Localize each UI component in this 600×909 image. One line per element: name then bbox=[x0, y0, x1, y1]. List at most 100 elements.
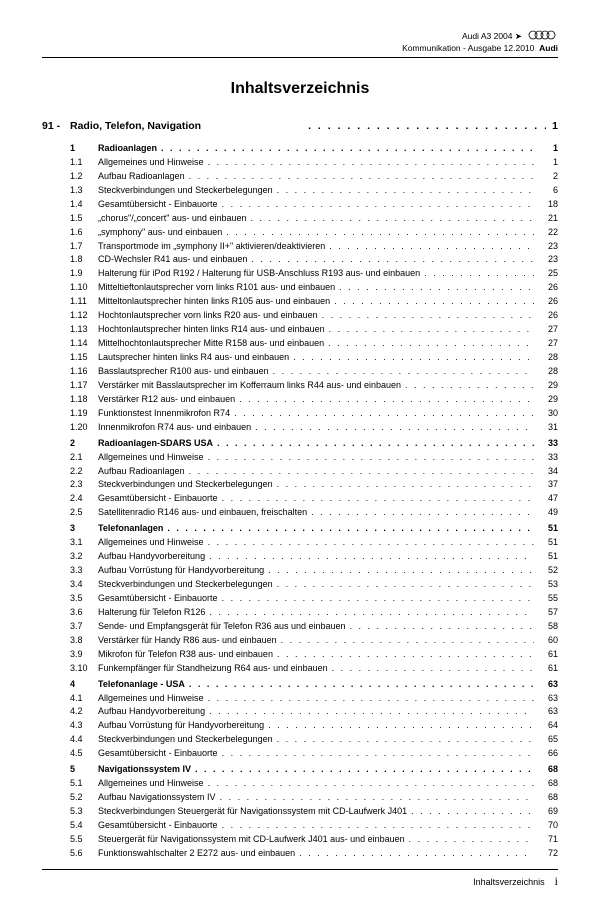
entry-number: 1.7 bbox=[70, 240, 98, 254]
chapter-page: 1 bbox=[552, 120, 558, 132]
entry-text: Aufbau Handyvorbereitung bbox=[98, 550, 205, 564]
page-title: Inhaltsverzeichnis bbox=[42, 80, 558, 98]
toc-entries: 1Radioanlagen11.1Allgemeines und Hinweis… bbox=[42, 142, 558, 861]
entry-text: Transportmode im „symphony II+" aktivier… bbox=[98, 240, 325, 254]
entry-number: 2.5 bbox=[70, 506, 98, 520]
toc-entry: 3.2Aufbau Handyvorbereitung51 bbox=[70, 550, 558, 564]
footer-label: Inhaltsverzeichnis bbox=[473, 877, 545, 887]
entry-text: CD-Wechsler R41 aus- und einbauen bbox=[98, 253, 247, 267]
leader-dots bbox=[308, 120, 546, 132]
leader-dots bbox=[209, 606, 534, 620]
entry-page: 51 bbox=[538, 550, 558, 564]
entry-page: 61 bbox=[538, 662, 558, 676]
leader-dots bbox=[222, 592, 534, 606]
entry-text: Telefonanlage - USA bbox=[98, 678, 185, 692]
toc-entry: 2.3Steckverbindungen und Steckerbelegung… bbox=[70, 478, 558, 492]
entry-text: Steckverbindungen und Steckerbelegungen bbox=[98, 478, 273, 492]
toc-entry: 1.19Funktionstest Innenmikrofon R7430 bbox=[70, 407, 558, 421]
leader-dots bbox=[222, 747, 534, 761]
document-page: Audi A3 2004 ➤ Kommunikation - Ausgabe 1… bbox=[0, 0, 600, 909]
entry-text: Aufbau Vorrüstung für Handyvorbereitung bbox=[98, 564, 264, 578]
leader-dots bbox=[277, 648, 534, 662]
entry-text: Mitteltieftonlautsprecher vorn links R10… bbox=[98, 281, 335, 295]
toc-entry: 1.18Verstärker R12 aus- und einbauen29 bbox=[70, 393, 558, 407]
entry-number: 1.3 bbox=[70, 184, 98, 198]
entry-number: 2.3 bbox=[70, 478, 98, 492]
entry-number: 5.2 bbox=[70, 791, 98, 805]
entry-page: 29 bbox=[538, 379, 558, 393]
leader-dots bbox=[222, 819, 534, 833]
entry-text: Hochtonlautsprecher hinten links R14 aus… bbox=[98, 323, 325, 337]
leader-dots bbox=[411, 805, 534, 819]
toc-entry: 1.7Transportmode im „symphony II+" aktiv… bbox=[70, 240, 558, 254]
entry-number: 1.17 bbox=[70, 379, 98, 393]
entry-page: 52 bbox=[538, 564, 558, 578]
entry-text: Mittelhochtonlautsprecher Mitte R158 aus… bbox=[98, 337, 324, 351]
entry-number: 3.5 bbox=[70, 592, 98, 606]
entry-text: Radioanlagen-SDARS USA bbox=[98, 437, 213, 451]
entry-text: Lautsprecher hinten links R4 aus- und ei… bbox=[98, 351, 289, 365]
entry-page: 27 bbox=[538, 323, 558, 337]
entry-page: 63 bbox=[538, 678, 558, 692]
entry-text: Aufbau Navigationssystem IV bbox=[98, 791, 216, 805]
entry-text: Mitteltonlautsprecher hinten links R105 … bbox=[98, 295, 330, 309]
leader-dots bbox=[329, 323, 534, 337]
toc-section: 5Navigationssystem IV68 bbox=[70, 763, 558, 777]
leader-dots bbox=[234, 407, 534, 421]
toc-entry: 1.5„chorus"/„concert" aus- und einbauen2… bbox=[70, 212, 558, 226]
entry-number: 1.18 bbox=[70, 393, 98, 407]
entry-page: 23 bbox=[538, 240, 558, 254]
leader-dots bbox=[208, 692, 534, 706]
entry-page: 51 bbox=[538, 522, 558, 536]
leader-dots bbox=[405, 379, 534, 393]
entry-number: 5 bbox=[70, 763, 98, 777]
entry-page: 33 bbox=[538, 451, 558, 465]
entry-text: Radioanlagen bbox=[98, 142, 157, 156]
entry-page: 63 bbox=[538, 692, 558, 706]
entry-page: 72 bbox=[538, 847, 558, 861]
chapter-number: 91 - bbox=[42, 120, 70, 132]
entry-number: 5.4 bbox=[70, 819, 98, 833]
entry-page: 47 bbox=[538, 492, 558, 506]
footer-rule bbox=[42, 869, 558, 870]
entry-number: 1.15 bbox=[70, 351, 98, 365]
entry-number: 1.4 bbox=[70, 198, 98, 212]
toc-entry: 1.3Steckverbindungen und Steckerbelegung… bbox=[70, 184, 558, 198]
toc-entry: 2.1Allgemeines und Hinweise33 bbox=[70, 451, 558, 465]
leader-dots bbox=[273, 365, 534, 379]
chapter-heading: 91 - Radio, Telefon, Navigation 1 bbox=[42, 120, 558, 132]
entry-number: 1.6 bbox=[70, 226, 98, 240]
toc-section: 2Radioanlagen-SDARS USA33 bbox=[70, 437, 558, 451]
page-footer: Inhaltsverzeichnis i bbox=[42, 874, 558, 889]
leader-dots bbox=[409, 833, 534, 847]
entry-text: Steckverbindungen Steuergerät für Naviga… bbox=[98, 805, 407, 819]
leader-dots bbox=[332, 662, 534, 676]
toc-entry: 2.2Aufbau Radioanlagen34 bbox=[70, 465, 558, 479]
entry-number: 1.16 bbox=[70, 365, 98, 379]
entry-page: 31 bbox=[538, 421, 558, 435]
footer-page: i bbox=[555, 874, 558, 889]
entry-text: Aufbau Handyvorbereitung bbox=[98, 705, 205, 719]
entry-page: 1 bbox=[538, 142, 558, 156]
leader-dots bbox=[220, 791, 534, 805]
entry-page: 65 bbox=[538, 733, 558, 747]
entry-number: 1.9 bbox=[70, 267, 98, 281]
entry-number: 5.6 bbox=[70, 847, 98, 861]
entry-text: Navigationssystem IV bbox=[98, 763, 191, 777]
leader-dots bbox=[424, 267, 534, 281]
toc-entry: 3.5Gesamtübersicht - Einbauorte55 bbox=[70, 592, 558, 606]
leader-dots bbox=[350, 620, 534, 634]
toc-entry: 5.3Steckverbindungen Steuergerät für Nav… bbox=[70, 805, 558, 819]
entry-text: Steckverbindungen und Steckerbelegungen bbox=[98, 184, 273, 198]
leader-dots bbox=[217, 437, 534, 451]
entry-page: 70 bbox=[538, 819, 558, 833]
entry-page: 21 bbox=[538, 212, 558, 226]
leader-dots bbox=[277, 733, 534, 747]
toc-entry: 3.7Sende- und Empfangsgerät für Telefon … bbox=[70, 620, 558, 634]
leader-dots bbox=[189, 678, 534, 692]
leader-dots bbox=[293, 351, 534, 365]
leader-dots bbox=[277, 578, 534, 592]
entry-page: 2 bbox=[538, 170, 558, 184]
leader-dots bbox=[167, 522, 534, 536]
toc-entry: 3.8Verstärker für Handy R86 aus- und ein… bbox=[70, 634, 558, 648]
